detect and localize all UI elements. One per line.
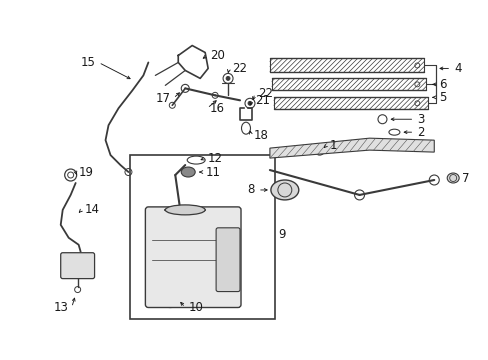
Text: 12: 12 (208, 152, 223, 165)
Text: 11: 11 (206, 166, 221, 179)
Polygon shape (269, 138, 433, 158)
Text: 14: 14 (84, 203, 100, 216)
Text: 3: 3 (416, 113, 424, 126)
Text: 9: 9 (277, 228, 285, 241)
Text: 20: 20 (210, 49, 224, 62)
Ellipse shape (447, 173, 458, 183)
Text: 5: 5 (438, 91, 446, 104)
Text: 17: 17 (155, 92, 170, 105)
Ellipse shape (181, 167, 195, 177)
Text: 19: 19 (79, 166, 93, 179)
Text: 2: 2 (416, 126, 424, 139)
Text: 13: 13 (54, 301, 68, 314)
Text: 16: 16 (210, 102, 224, 115)
FancyBboxPatch shape (216, 228, 240, 292)
FancyBboxPatch shape (145, 207, 241, 307)
Text: 7: 7 (461, 171, 468, 185)
Bar (130, 155, 274, 319)
Text: 18: 18 (253, 129, 268, 142)
Text: 21: 21 (254, 94, 269, 107)
Text: 4: 4 (453, 62, 461, 75)
Text: 15: 15 (81, 56, 95, 69)
Ellipse shape (270, 180, 298, 200)
Circle shape (247, 101, 251, 105)
Text: 22: 22 (258, 87, 272, 100)
Circle shape (225, 76, 229, 80)
Ellipse shape (165, 205, 205, 215)
Text: 22: 22 (232, 62, 246, 75)
Text: 10: 10 (188, 301, 203, 314)
Text: 8: 8 (247, 184, 254, 197)
Text: 1: 1 (329, 139, 337, 152)
Text: 6: 6 (438, 78, 446, 91)
FancyBboxPatch shape (61, 253, 94, 279)
